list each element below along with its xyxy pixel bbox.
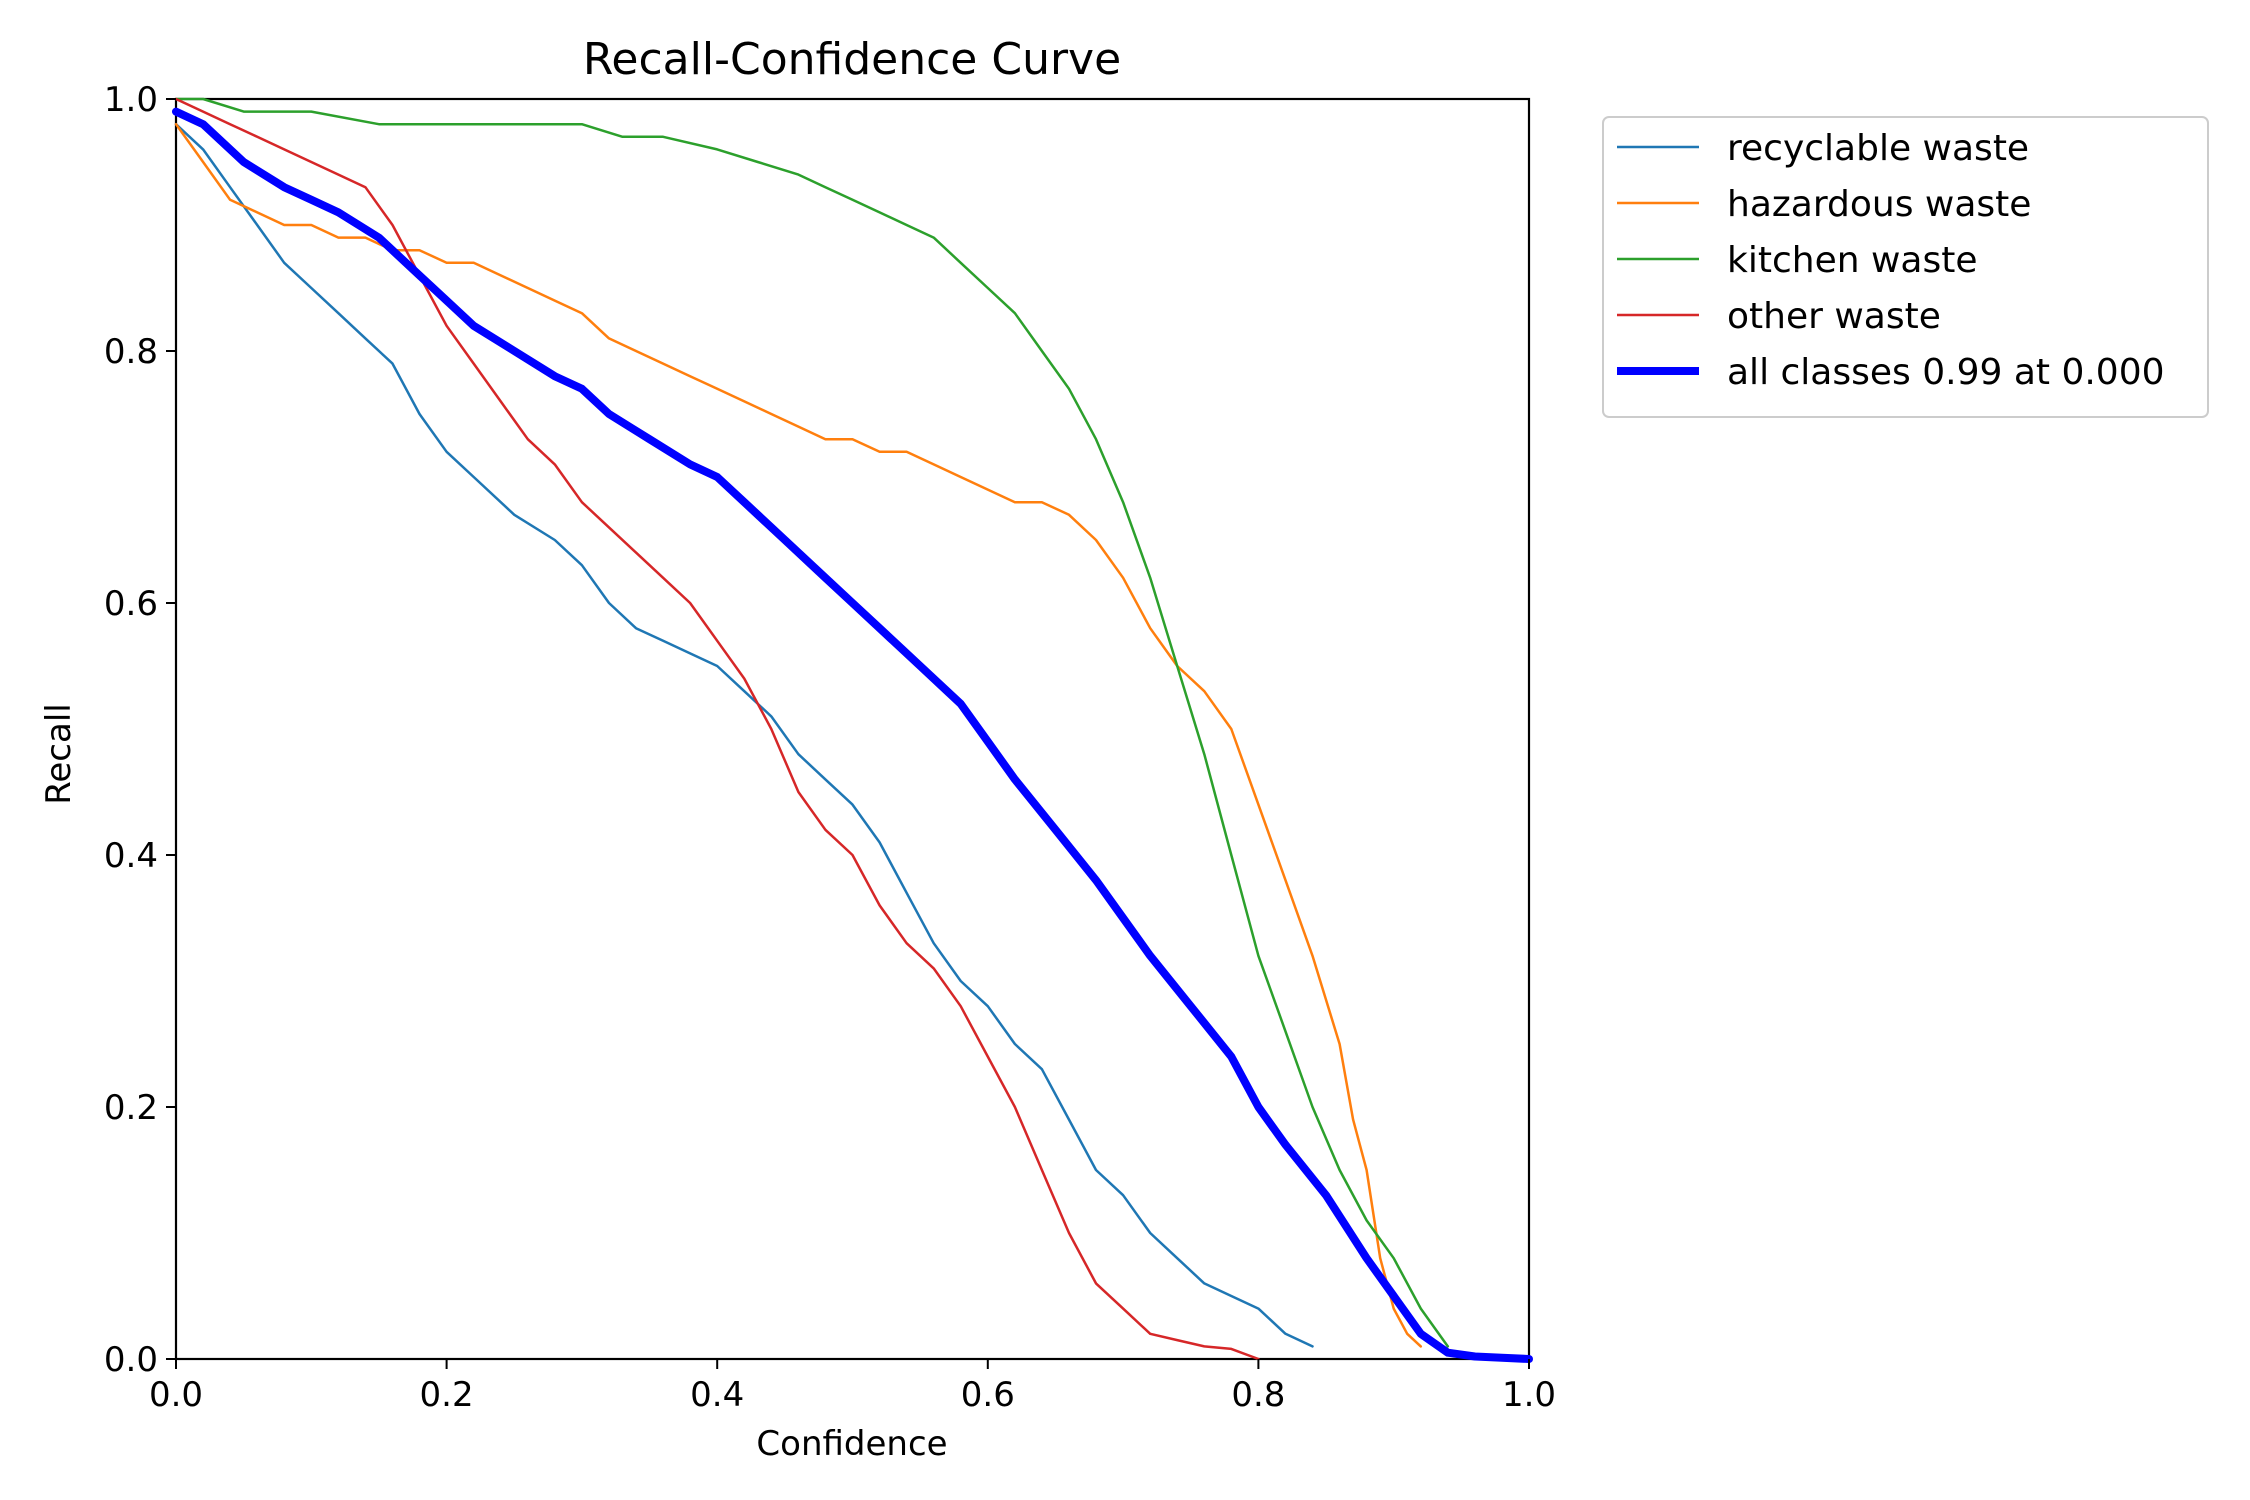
y-tick-label: 0.6 bbox=[104, 584, 158, 624]
y-tick-label: 0.8 bbox=[104, 332, 158, 372]
series-line-0 bbox=[174, 122, 1314, 1348]
x-tick-label: 0.0 bbox=[149, 1375, 203, 1415]
plot-frame bbox=[174, 97, 1531, 1361]
series-line-3 bbox=[174, 97, 1260, 1361]
x-tick-label: 0.8 bbox=[1231, 1375, 1285, 1415]
legend-label-1: hazardous waste bbox=[1727, 184, 2031, 225]
y-tick-label: 0.0 bbox=[104, 1340, 158, 1380]
series-line-1 bbox=[174, 122, 1423, 1348]
legend-label-3: other waste bbox=[1727, 296, 1941, 337]
series-lines bbox=[172, 97, 1533, 1363]
y-axis-label: Recall bbox=[39, 703, 79, 804]
legend-box bbox=[1602, 116, 2209, 418]
x-tick-label: 0.2 bbox=[420, 1375, 474, 1415]
x-tick-label: 0.4 bbox=[690, 1375, 744, 1415]
axis-ticks: 0.0 0.2 0.4 0.6 0.8 1.0 0.0 0.2 0.4 0.6 0.8 1.0 bbox=[104, 80, 1556, 1415]
x-tick-label: 0.6 bbox=[961, 1375, 1015, 1415]
legend: recyclable waste hazardous waste kitchen w… bbox=[1602, 116, 2209, 418]
y-tick-label: 0.2 bbox=[104, 1088, 158, 1128]
y-tick-label: 0.4 bbox=[104, 836, 158, 876]
legend-label-0: recyclable waste bbox=[1727, 128, 2029, 169]
series-line-4 bbox=[172, 107, 1533, 1363]
x-axis-label: Confidence bbox=[756, 1424, 947, 1464]
legend-label-2: kitchen waste bbox=[1727, 240, 1978, 281]
y-tick-label: 1.0 bbox=[104, 80, 158, 120]
series-line-2 bbox=[174, 97, 1450, 1348]
chart-title: Recall-Confidence Curve bbox=[583, 34, 1121, 85]
x-tick-label: 1.0 bbox=[1502, 1375, 1556, 1415]
legend-label-4: all classes 0.99 at 0.000 bbox=[1727, 352, 2165, 393]
